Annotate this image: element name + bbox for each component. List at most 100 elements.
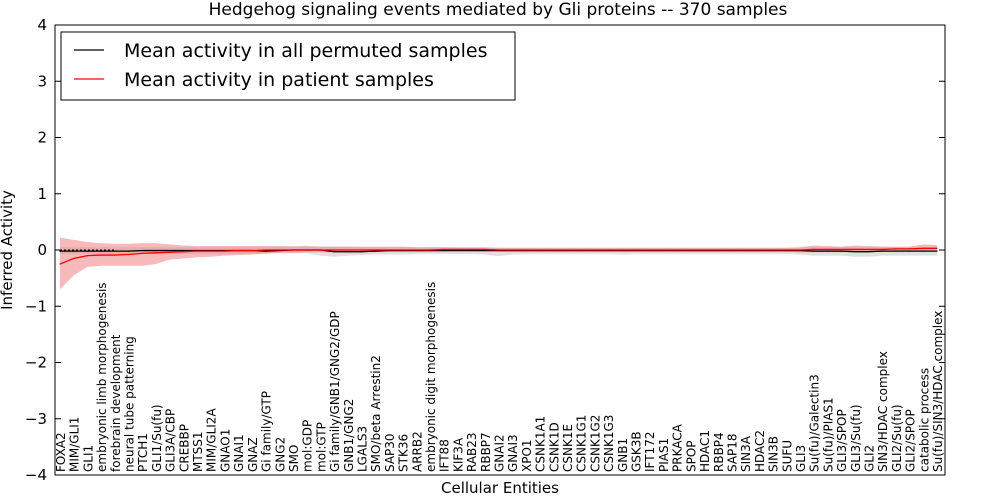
data-point bbox=[114, 254, 116, 256]
data-point bbox=[854, 251, 856, 253]
data-point bbox=[278, 249, 280, 251]
data-point bbox=[401, 249, 404, 251]
data-point bbox=[895, 248, 897, 250]
data-point bbox=[127, 250, 130, 252]
data-point bbox=[86, 255, 89, 257]
data-point bbox=[552, 249, 554, 251]
x-tick-label: HDAC2 bbox=[753, 430, 767, 472]
x-tick-label: GNAI1 bbox=[232, 434, 246, 472]
data-point bbox=[374, 249, 376, 251]
x-tick-label: PTCH1 bbox=[136, 433, 150, 472]
data-point bbox=[840, 248, 842, 251]
y-axis-ticks: −4 −3 −2 −1 0 1 2 3 4 bbox=[25, 16, 945, 484]
x-axis-label: Cellular Entities bbox=[441, 479, 559, 497]
y-tick-label: 1 bbox=[37, 185, 47, 203]
x-tick-label: embryonic digit morphogenesis bbox=[424, 282, 438, 472]
data-point bbox=[813, 248, 815, 251]
data-point bbox=[922, 250, 924, 252]
data-point bbox=[264, 249, 267, 251]
x-tick-label: GLI3 bbox=[794, 445, 808, 472]
data-point bbox=[470, 248, 472, 251]
data-point bbox=[169, 249, 171, 252]
data-point bbox=[607, 249, 609, 251]
data-point bbox=[388, 249, 390, 251]
data-point bbox=[374, 250, 376, 252]
x-tick-label: IFT88 bbox=[438, 439, 452, 472]
data-point bbox=[484, 249, 486, 252]
data-point bbox=[867, 251, 870, 253]
data-point bbox=[73, 257, 75, 260]
x-tick-label: mol:GDP bbox=[301, 420, 315, 472]
x-tick-label: GLI1 bbox=[81, 445, 95, 472]
data-point bbox=[717, 249, 719, 251]
x-tick-label: SPOP bbox=[684, 440, 698, 472]
y-tick-label: 3 bbox=[37, 72, 47, 90]
y-tick-label: 2 bbox=[37, 129, 47, 147]
data-point bbox=[744, 249, 746, 251]
x-tick-label: ARRB2 bbox=[410, 431, 424, 472]
data-point bbox=[456, 248, 458, 251]
data-point bbox=[813, 250, 815, 252]
data-point bbox=[826, 248, 828, 251]
x-tick-label: XPO1 bbox=[520, 439, 534, 472]
data-point bbox=[539, 249, 541, 251]
data-point bbox=[758, 249, 760, 251]
x-tick-label: CSNK1G3 bbox=[602, 415, 616, 472]
x-tick-label: SAP18 bbox=[725, 433, 739, 472]
data-point bbox=[922, 247, 924, 249]
data-point bbox=[347, 251, 349, 253]
x-tick-label: GNB1 bbox=[616, 438, 630, 472]
data-point bbox=[908, 248, 911, 250]
data-point bbox=[443, 249, 445, 252]
data-point bbox=[319, 249, 321, 251]
data-point bbox=[484, 248, 486, 251]
y-tick-label: −2 bbox=[25, 354, 47, 372]
x-tick-label: GLI2 bbox=[862, 445, 876, 472]
data-point bbox=[908, 250, 911, 252]
x-tick-label: IFT172 bbox=[643, 432, 657, 472]
x-tick-label: CSNK1G2 bbox=[588, 415, 602, 472]
x-tick-label: MTSS1 bbox=[191, 431, 205, 472]
x-tick-label: HDAC1 bbox=[698, 430, 712, 472]
data-point bbox=[264, 250, 267, 252]
data-point bbox=[511, 249, 513, 251]
data-point bbox=[100, 250, 102, 252]
x-tick-label: Gi family/GNB1/GNG2/GDP bbox=[328, 311, 342, 472]
x-tick-label: CSNK1G1 bbox=[575, 415, 589, 472]
x-tick-label: CSNK1D bbox=[547, 422, 561, 472]
y-tick-label: 0 bbox=[37, 241, 47, 259]
data-point bbox=[251, 249, 253, 252]
x-tick-label: GLI2/SPOP bbox=[904, 409, 918, 472]
x-tick-label: CSNK1E bbox=[561, 424, 575, 472]
plot-frame bbox=[54, 24, 946, 476]
x-tick-label: CREBBP bbox=[177, 424, 191, 472]
data-point bbox=[785, 249, 787, 251]
data-point bbox=[429, 249, 431, 251]
data-point bbox=[634, 249, 637, 251]
data-point bbox=[73, 250, 75, 252]
data-point bbox=[703, 249, 705, 251]
data-point bbox=[415, 249, 417, 251]
data-point bbox=[333, 249, 335, 251]
data-point bbox=[470, 249, 472, 252]
x-tick-label: GNB1/GNG2 bbox=[342, 399, 356, 472]
data-point bbox=[840, 250, 842, 252]
x-tick-label: CSNK1A1 bbox=[534, 416, 548, 472]
data-point bbox=[223, 250, 226, 252]
x-tick-label: GLI2/Su(fu) bbox=[890, 404, 904, 472]
data-point bbox=[456, 249, 458, 252]
data-point bbox=[114, 250, 116, 252]
x-tick-label: Su(fu)/SIN3/HDAC complex bbox=[931, 311, 945, 472]
data-point bbox=[443, 248, 445, 251]
x-tick-label: PIAS1 bbox=[657, 438, 671, 472]
data-point bbox=[881, 250, 883, 252]
data-point bbox=[881, 248, 883, 251]
x-tick-label: Gi family/GTP bbox=[260, 391, 274, 472]
data-point bbox=[127, 253, 130, 256]
x-tick-label: SAP30 bbox=[383, 433, 397, 472]
x-tick-label: STK36 bbox=[397, 434, 411, 472]
data-point bbox=[59, 263, 61, 265]
band-patient bbox=[60, 237, 937, 290]
x-tick-label: mol:GTP bbox=[314, 422, 328, 472]
x-tick-label: GLI3/Su(fu) bbox=[849, 404, 863, 472]
